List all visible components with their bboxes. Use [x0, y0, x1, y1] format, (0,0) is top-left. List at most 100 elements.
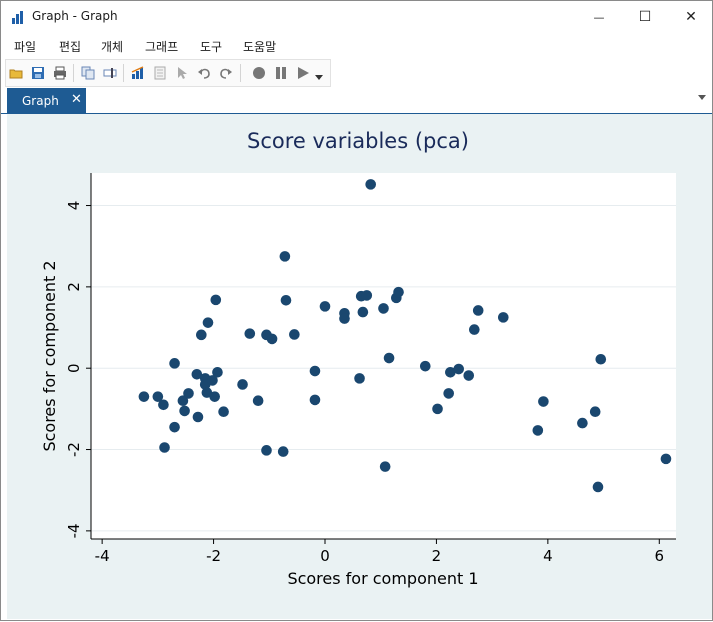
copy-icon[interactable] — [81, 66, 95, 80]
data-point — [432, 403, 443, 415]
data-point — [419, 360, 431, 372]
x-tick-label: 0 — [320, 547, 330, 565]
data-point — [279, 251, 291, 262]
data-point — [177, 395, 189, 407]
data-point — [589, 406, 601, 418]
close-button[interactable]: ✕ — [668, 1, 713, 33]
data-point — [261, 445, 272, 456]
data-point — [169, 358, 180, 369]
data-point — [378, 303, 389, 314]
tab-graph[interactable]: Graph ✕ — [7, 88, 86, 113]
chart-title: Score variables (pca) — [247, 129, 469, 153]
data-points — [138, 179, 672, 493]
data-point — [237, 379, 248, 390]
menu-bar: 파일 편집 개체 그래프 도구 도움말 — [1, 33, 712, 57]
window-title: Graph - Graph — [32, 9, 118, 23]
data-editor-icon[interactable] — [153, 66, 167, 80]
y-tick-label: -2 — [65, 442, 83, 457]
data-point — [339, 313, 350, 324]
menu-edit[interactable]: 편집 — [59, 40, 82, 54]
tab-close-icon[interactable]: ✕ — [71, 92, 82, 107]
menu-object[interactable]: 개체 — [101, 40, 124, 54]
data-point — [361, 290, 373, 301]
data-point — [289, 329, 300, 340]
scatter-chart: -4 -2 0 2 4 6 -4 -2 0 2 4 Score variables (pca) S… — [40, 129, 676, 588]
menu-file[interactable]: 파일 — [14, 40, 37, 54]
graph-app-icon — [11, 10, 25, 24]
minimize-button[interactable]: — — [576, 1, 622, 33]
data-point — [453, 363, 465, 375]
play-icon[interactable] — [296, 66, 310, 80]
data-point — [592, 481, 604, 493]
pause-icon[interactable] — [274, 66, 288, 80]
data-point — [577, 417, 588, 429]
data-point — [280, 294, 292, 306]
data-point — [210, 294, 222, 306]
rename-icon[interactable] — [103, 66, 117, 80]
data-point — [463, 370, 475, 381]
data-point — [183, 388, 194, 399]
data-point — [383, 352, 395, 364]
data-point — [244, 328, 256, 339]
data-point — [393, 286, 404, 298]
data-point — [209, 391, 220, 402]
data-point — [169, 421, 180, 433]
graph-editor-icon[interactable] — [131, 66, 145, 80]
data-point — [212, 366, 223, 378]
y-tick-label: 4 — [65, 201, 83, 211]
data-point — [202, 317, 214, 328]
save-icon[interactable] — [31, 66, 45, 80]
data-point — [138, 391, 150, 402]
data-point — [357, 306, 369, 318]
y-tick-label: 2 — [65, 282, 83, 292]
dropdown-icon[interactable] — [314, 70, 324, 84]
x-tick-label: -4 — [95, 547, 110, 565]
close-icon: ✕ — [685, 9, 697, 25]
plot-region — [91, 173, 676, 539]
x-tick-label: -2 — [206, 547, 221, 565]
data-point — [309, 394, 321, 406]
data-point — [266, 333, 278, 345]
data-point — [354, 373, 365, 384]
data-point — [472, 305, 484, 316]
maximize-button[interactable]: ☐ — [622, 1, 668, 33]
y-axis-label: Scores for component 2 — [40, 260, 59, 451]
y-ticks: -4 -2 0 2 4 — [65, 201, 91, 538]
data-point — [595, 353, 607, 365]
data-point — [192, 411, 204, 423]
x-tick-label: 2 — [432, 547, 442, 565]
print-icon[interactable] — [53, 66, 67, 80]
record-icon[interactable] — [252, 66, 266, 80]
x-axis-label: Scores for component 1 — [287, 569, 478, 588]
title-bar: Graph - Graph — ☐ ✕ — [1, 1, 712, 33]
tab-graph-label: Graph — [22, 94, 59, 108]
x-tick-label: 4 — [543, 547, 553, 565]
data-point — [252, 395, 264, 407]
data-point — [277, 446, 289, 457]
menu-graph[interactable]: 그래프 — [145, 40, 179, 54]
menu-tools[interactable]: 도구 — [200, 40, 223, 54]
data-point — [179, 405, 190, 417]
x-tick-label: 6 — [655, 547, 665, 565]
pointer-icon[interactable] — [175, 66, 189, 80]
data-point — [218, 406, 229, 418]
open-icon[interactable] — [9, 66, 23, 80]
maximize-icon: ☐ — [638, 9, 652, 25]
data-point — [660, 453, 672, 465]
grid-lines — [91, 205, 676, 532]
data-point — [445, 366, 456, 378]
data-point — [532, 425, 544, 436]
data-point — [159, 442, 170, 453]
y-tick-label: -4 — [65, 523, 83, 538]
x-ticks: -4 -2 0 2 4 6 — [95, 539, 664, 565]
tab-list-dropdown-icon[interactable] — [698, 95, 706, 100]
redo-icon[interactable] — [219, 66, 233, 80]
data-point — [201, 387, 213, 398]
data-point — [309, 365, 321, 377]
menu-help[interactable]: 도움말 — [243, 40, 277, 54]
data-point — [365, 179, 376, 190]
graph-area: -4 -2 0 2 4 6 -4 -2 0 2 4 Score variables (pca) S… — [7, 114, 712, 619]
undo-icon[interactable] — [197, 66, 211, 80]
data-point — [158, 399, 169, 411]
